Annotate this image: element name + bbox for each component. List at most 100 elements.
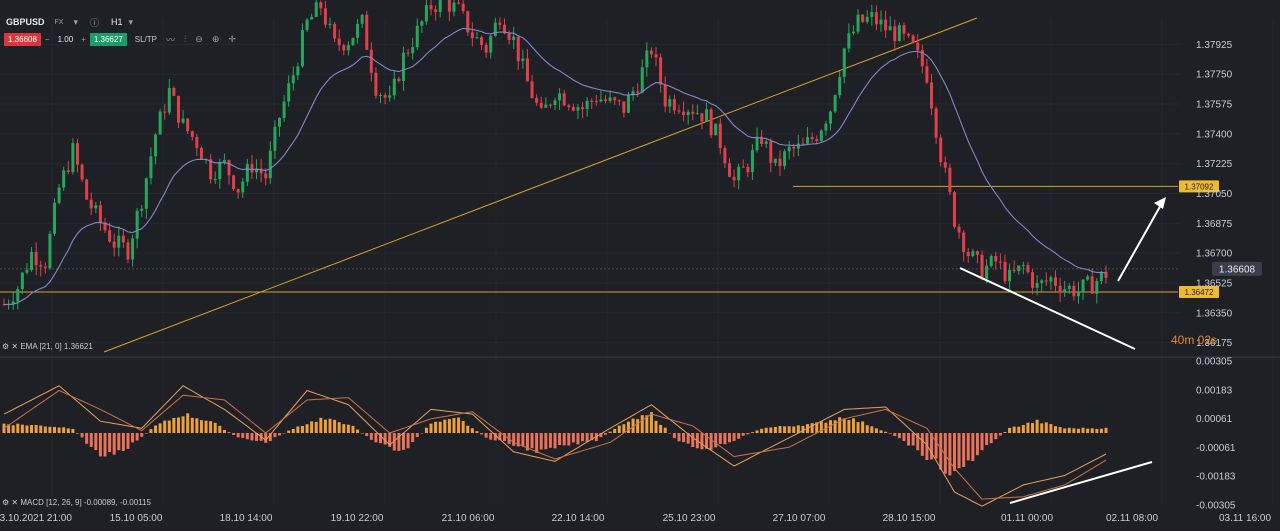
macd-bar: [741, 433, 745, 436]
sltp-button[interactable]: SL/TP: [134, 35, 157, 44]
candle-body: [608, 97, 612, 102]
crosshair-icon[interactable]: ✛: [228, 34, 236, 44]
time-tick-label: 15.10 05:00: [110, 513, 163, 524]
candle-body: [760, 136, 764, 144]
candle-body: [273, 126, 277, 151]
macd-bar: [709, 433, 713, 450]
macd-bar: [126, 433, 130, 449]
macd-bar: [682, 433, 686, 443]
candle-body: [328, 23, 332, 25]
candle-body: [241, 181, 245, 193]
candle-body: [319, 2, 323, 9]
macd-bar: [865, 425, 869, 433]
macd-bar: [879, 430, 883, 433]
macd-bar: [310, 421, 314, 433]
chevron-down-icon[interactable]: ▾: [128, 16, 134, 27]
candle-body: [815, 139, 819, 142]
lot-minus-button[interactable]: −: [44, 35, 50, 44]
info-icon[interactable]: ⓘ: [90, 17, 100, 28]
macd-bar: [218, 425, 222, 433]
horizontal-lines[interactable]: 1.37092 1.36472 1.36608: [0, 180, 1262, 299]
price-tick-label: 1.36700: [1196, 249, 1233, 260]
candle-body: [154, 134, 158, 157]
time-axis[interactable]: 13.10.2021 21:00 15.10 05:00 18.10 14:00 19…: [0, 513, 1271, 524]
candle-body: [222, 160, 226, 162]
symbol-label[interactable]: GBPUSD: [6, 17, 45, 27]
macd-bar: [53, 426, 57, 433]
signal-line: [3, 389, 1107, 500]
trendline[interactable]: [103, 17, 978, 353]
macd-bar: [691, 433, 695, 448]
candle-body: [539, 102, 543, 108]
time-tick-label: 13.10.2021 21:00: [0, 513, 72, 524]
macd-bar: [374, 433, 378, 443]
macd-bar: [608, 431, 612, 433]
candle-body: [1067, 285, 1071, 290]
candle-body: [626, 95, 630, 113]
candle-body: [108, 230, 112, 242]
candle-body: [723, 147, 727, 164]
candle-body: [1053, 277, 1057, 286]
macd-bar: [489, 433, 493, 440]
macd-bar: [1076, 428, 1080, 433]
candle-body: [567, 105, 571, 108]
macd-bar: [718, 433, 722, 444]
candle-body: [172, 87, 176, 96]
zoom-in-icon[interactable]: ⊕: [211, 34, 220, 44]
macd-bar: [43, 426, 47, 433]
macd-bar: [25, 425, 29, 433]
macd-bar: [769, 427, 773, 433]
macd-bar: [521, 433, 525, 446]
macd-bar: [939, 433, 943, 470]
macd-lines: [3, 385, 1107, 507]
macd-bar: [737, 433, 741, 439]
candle-body: [1021, 265, 1025, 267]
lot-plus-button[interactable]: +: [81, 35, 86, 44]
time-tick-label: 25.10 23:00: [663, 513, 716, 524]
candle-body: [659, 57, 663, 85]
target-arrow-line: [1117, 202, 1163, 282]
candle-body: [544, 104, 548, 108]
candle-body: [512, 36, 516, 41]
macd-tick-label: -0.00061: [1196, 443, 1236, 454]
macd-bar: [723, 433, 727, 445]
candle-body: [342, 45, 346, 51]
candle-body: [131, 238, 135, 260]
macd-axis[interactable]: 0.00305 0.00183 0.00061 -0.00061 -0.00183 -0.…: [1196, 357, 1236, 512]
ask-price-button[interactable]: 1.36627: [89, 33, 127, 46]
candle-body: [48, 233, 52, 269]
macd-bar: [604, 433, 608, 435]
macd-bar: [1067, 427, 1071, 433]
settings-icon[interactable]: ⚙ ✕: [2, 342, 21, 351]
line-chart-icon[interactable]: 〰: [166, 35, 176, 45]
macd-bar: [268, 433, 272, 442]
macd-bar: [893, 433, 897, 437]
candle-body: [507, 33, 511, 41]
candle-body: [516, 36, 520, 62]
macd-bar: [429, 423, 433, 433]
zoom-out-icon[interactable]: ⊖: [195, 34, 203, 44]
macd-bar: [323, 419, 327, 433]
ema-legend[interactable]: ⚙ ✕ EMA [21, 0] 1.36621: [2, 342, 93, 351]
price-axis[interactable]: 1.37925 1.37750 1.37575 1.37400 1.37225 1.370…: [1196, 40, 1233, 349]
macd-bar: [388, 433, 392, 447]
settings-icon[interactable]: ⚙ ✕: [2, 498, 21, 507]
macd-bar: [567, 433, 571, 446]
timeframe-label[interactable]: H1: [111, 17, 123, 27]
macd-tick-label: 0.00061: [1196, 414, 1233, 425]
candle-body: [34, 251, 38, 266]
candles-icon[interactable]: ⫶: [184, 34, 187, 44]
macd-bar: [154, 425, 158, 433]
macd-bar: [1040, 423, 1044, 433]
annotations[interactable]: [959, 197, 1166, 504]
bid-price-button[interactable]: 1.36608: [4, 33, 41, 46]
candle-body: [351, 37, 355, 46]
lot-size-input[interactable]: 1.00: [57, 35, 74, 44]
chevron-down-icon[interactable]: ▾: [73, 16, 78, 27]
macd-bar: [401, 433, 405, 450]
macd-bar: [783, 426, 787, 433]
macd-legend[interactable]: ⚙ ✕ MACD [12, 26, 9] -0.00089, -0.00115: [2, 498, 151, 507]
macd-bar: [190, 417, 194, 433]
candle-body: [181, 118, 185, 123]
